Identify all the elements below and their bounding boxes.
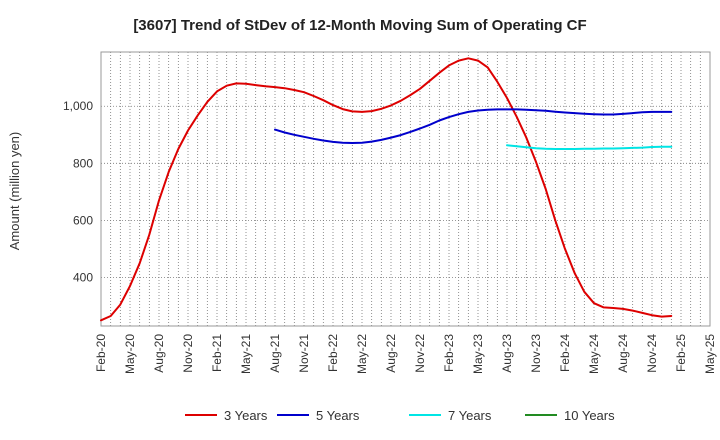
x-tick-label: Feb-21	[210, 334, 224, 372]
x-tick-label: May-20	[123, 334, 137, 374]
x-tick-label: Feb-25	[674, 334, 688, 372]
x-tick-label: Feb-20	[94, 334, 108, 372]
x-tick-label: Feb-24	[558, 334, 572, 372]
x-tick-label: Nov-20	[181, 334, 195, 373]
x-tick-label: Aug-20	[152, 334, 166, 373]
legend-label-3-years: 3 Years	[224, 408, 268, 423]
legend-label-5-years: 5 Years	[316, 408, 360, 423]
y-axis-title: Amount (million yen)	[7, 132, 22, 251]
y-tick-label: 400	[73, 270, 93, 284]
series-line-5-years	[274, 108, 673, 144]
chart-title: [3607] Trend of StDev of 12-Month Moving…	[133, 17, 586, 34]
series-line-3-years	[100, 57, 673, 322]
x-tick-label: Aug-24	[616, 334, 630, 373]
x-tick-label: Aug-21	[268, 334, 282, 373]
x-tick-label: May-21	[239, 334, 253, 374]
x-tick-label: May-25	[703, 334, 717, 374]
x-tick-label: Feb-22	[326, 334, 340, 372]
x-axis-ticks: Feb-20 May-20 Aug-20 Nov-20 Feb-21 May-21 Aug-…	[94, 334, 717, 374]
legend-label-7-years: 7 Years	[448, 408, 492, 423]
y-axis-ticks: 400 600 800 1,000	[63, 99, 93, 284]
legend: 3 Years 5 Years 7 Years 10 Years	[185, 408, 615, 423]
x-tick-label: Nov-21	[297, 334, 311, 373]
plot-area-frame	[100, 51, 711, 327]
x-tick-label: Nov-22	[413, 334, 427, 373]
x-tick-label: Feb-23	[442, 334, 456, 372]
series-line-7-years	[506, 144, 673, 150]
x-tick-label: May-24	[587, 334, 601, 374]
y-tick-label: 800	[73, 156, 93, 170]
legend-label-10-years: 10 Years	[564, 408, 615, 423]
series-lines	[100, 57, 673, 322]
y-tick-label: 600	[73, 213, 93, 227]
x-tick-label: Aug-23	[500, 334, 514, 373]
x-tick-label: May-23	[471, 334, 485, 374]
y-tick-label: 1,000	[63, 99, 93, 113]
x-tick-label: Nov-23	[529, 334, 543, 373]
x-tick-label: Nov-24	[645, 334, 659, 373]
grid	[101, 52, 710, 326]
x-tick-label: Aug-22	[384, 334, 398, 373]
x-tick-label: May-22	[355, 334, 369, 374]
